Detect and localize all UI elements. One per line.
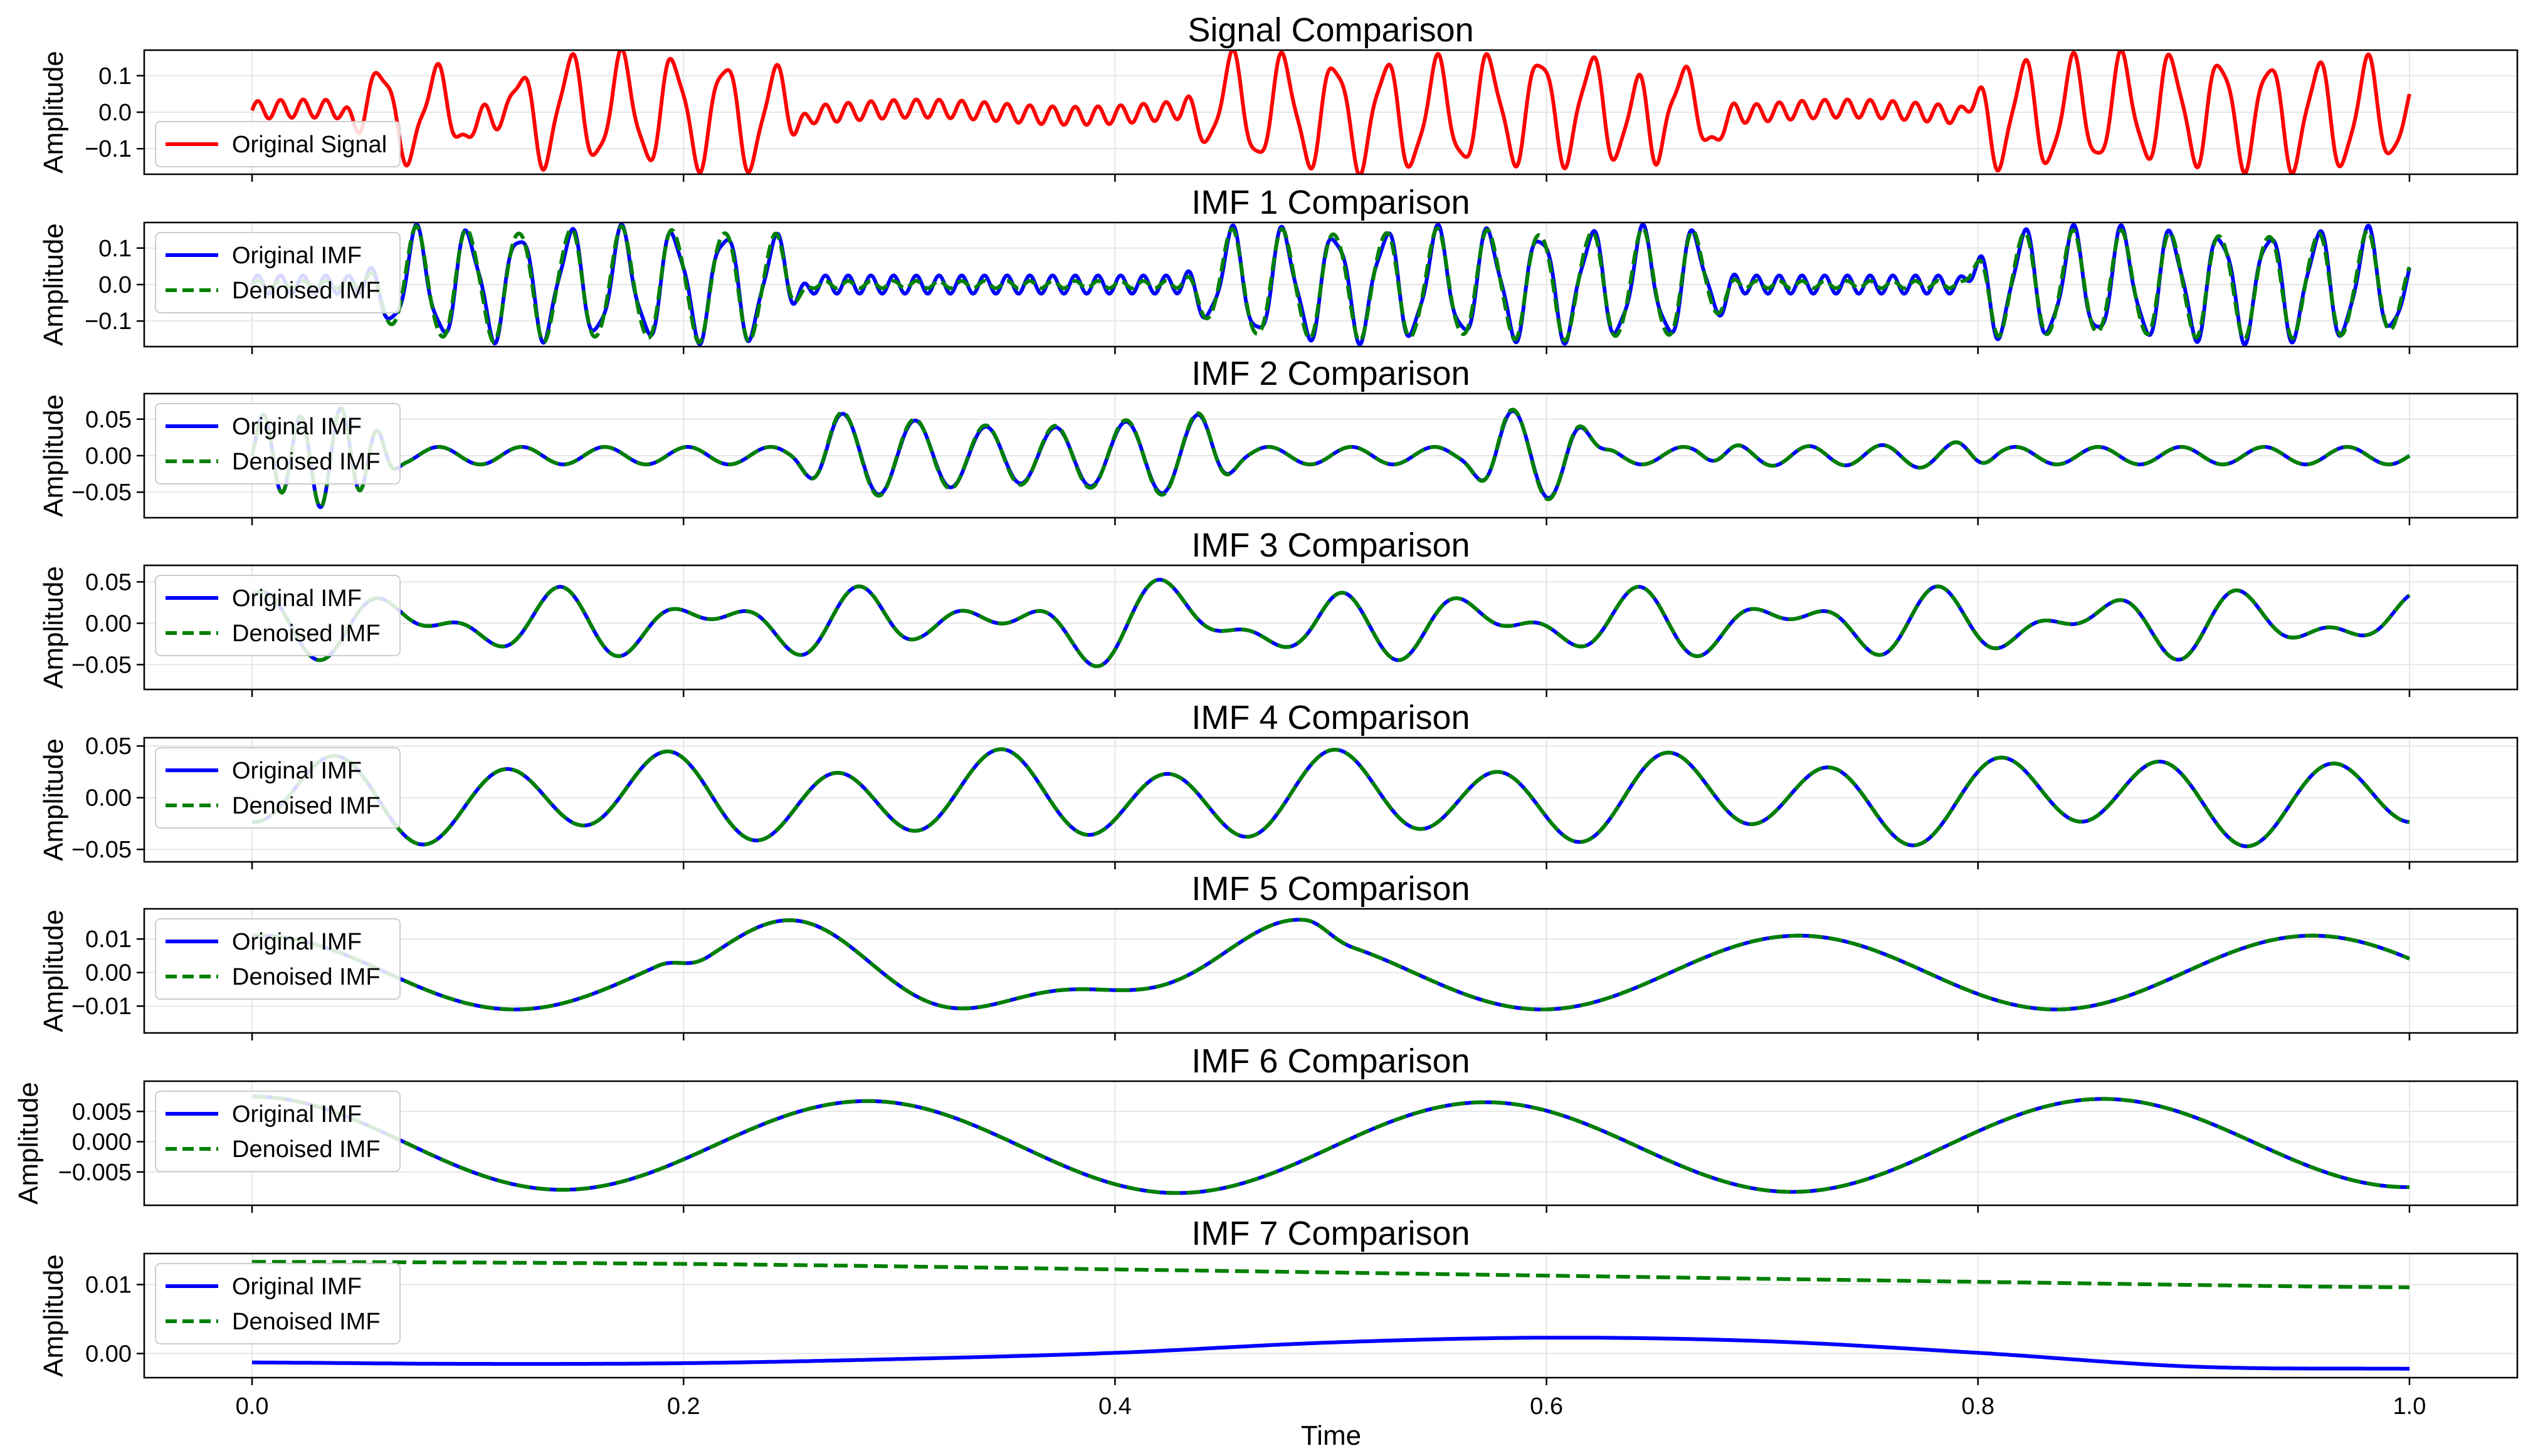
legend-box [155,1091,401,1172]
x-tick-label: 0.6 [1530,1393,1563,1420]
subplot-title: IMF 1 Comparison [1191,184,1470,221]
legend-label: Original IMF [232,758,362,784]
series-line-denoised-imf [252,1260,2409,1289]
subplot-title: IMF 2 Comparison [1191,355,1470,392]
y-tick-label: 0.01 [85,1272,132,1299]
subplot-3: 0.05 0.00 −0.05 IMF 2 Comparison Amplitude Or… [38,355,2519,525]
subplot-4: 0.05 0.00 −0.05 IMF 3 Comparison Amplitude Or… [38,526,2519,697]
subplot-5: 0.05 0.00 −0.05 IMF 4 Comparison Amplitude Or… [38,699,2519,869]
subplot-title: IMF 5 Comparison [1191,870,1470,908]
x-tick-label: 0.4 [1098,1393,1132,1420]
series-line-denoised-imf [251,747,2411,849]
legend-box [155,918,401,1000]
legend-label: Original IMF [232,1274,362,1300]
subplot-8: 0.01 0.00 0.0 0.2 0.4 0.6 0.8 1.0 IMF 7 Comparis… [38,1215,2519,1420]
y-tick-label: 0.0 [98,100,132,126]
y-tick-label: 0.00 [85,443,132,469]
y-tick-label: 0.000 [72,1129,132,1156]
subplot-stack: 0.1 0.0 −0.1 Signal Comparison Amplitude Orig… [13,11,2519,1420]
axes-frame [143,908,2519,1034]
legend-label: Original Signal [232,132,387,158]
series-line-denoised-imf [251,577,2411,668]
y-tick-label: 0.01 [85,926,132,953]
axes-frame [143,564,2519,691]
y-tick-label: −0.1 [85,136,132,162]
subplot-6: 0.01 0.00 −0.01 IMF 5 Comparison Amplitude Or… [38,870,2519,1040]
y-tick-label: 0.005 [72,1099,132,1125]
legend-box [155,403,401,484]
y-tick-label: −0.05 [71,652,132,678]
subplot-2: 0.1 0.0 −0.1 IMF 1 Comparison Amplitude Origi… [38,184,2519,354]
axes-frame [143,1080,2519,1207]
y-tick-label: 0.0 [98,272,132,298]
legend-box [155,121,401,167]
y-tick-label: −0.01 [71,993,132,1020]
series-line-original-imf [252,1336,2409,1371]
series-line-denoised-imf [250,406,2411,510]
legend-label: Original IMF [232,414,362,440]
y-tick-label: 0.00 [85,960,132,987]
legend-label: Original IMF [232,1101,362,1128]
subplot-title: IMF 3 Comparison [1191,526,1470,564]
legend-label: Denoised IMF [232,1309,381,1335]
x-tick-label: 0.0 [236,1393,269,1420]
y-tick-label: −0.1 [85,308,132,335]
y-axis-label: Amplitude [38,909,69,1032]
legend-label: Original IMF [232,929,362,955]
legend-label: Original IMF [232,585,362,612]
legend-label: Denoised IMF [232,964,381,990]
y-tick-label: 0.1 [98,236,132,262]
legend-box [155,232,401,313]
legend-label: Denoised IMF [232,793,381,819]
x-tick-label: 1.0 [2393,1393,2426,1420]
x-tick-label: 0.2 [667,1393,700,1420]
legend-label: Denoised IMF [232,278,381,304]
subplot-title: IMF 7 Comparison [1191,1215,1470,1252]
x-tick-label: 0.8 [1961,1393,1994,1420]
y-axis-label: Amplitude [38,223,69,346]
y-tick-label: 0.05 [85,407,132,433]
axes-frame [143,1252,2519,1379]
x-axis-label: Time [1301,1420,1361,1451]
legend-box [155,747,401,829]
y-tick-label: 0.05 [85,569,132,595]
y-axis-label: Amplitude [38,566,69,689]
y-tick-label: 0.00 [85,610,132,637]
series-line-original-signal [250,50,2411,174]
y-axis-label: Amplitude [38,51,69,174]
subplot-1: 0.1 0.0 −0.1 Signal Comparison Amplitude Orig… [38,11,2519,182]
y-tick-label: 0.00 [85,785,132,812]
legend-label: Denoised IMF [232,1136,381,1163]
y-tick-label: −0.05 [71,837,132,863]
y-axis-label: Amplitude [38,738,69,861]
legend-box [155,575,401,656]
y-tick-label: −0.005 [58,1160,132,1186]
y-tick-label: −0.05 [71,479,132,506]
series-line-denoised-imf [251,918,2411,1012]
y-axis-label: Amplitude [13,1082,44,1205]
y-tick-label: 0.1 [98,63,132,90]
y-tick-label: 0.00 [85,1341,132,1368]
series-line-denoised-imf [251,1094,2411,1195]
legend-label: Denoised IMF [232,621,381,647]
y-tick-label: 0.05 [85,733,132,760]
subplot-title: Signal Comparison [1188,11,1473,49]
subplot-title: IMF 6 Comparison [1191,1042,1470,1080]
legend-label: Denoised IMF [232,449,381,475]
legend-box [155,1263,401,1344]
legend-label: Original IMF [232,243,362,269]
subplot-title: IMF 4 Comparison [1191,699,1470,736]
y-axis-label: Amplitude [38,394,69,517]
axes-frame [143,736,2519,863]
y-axis-label: Amplitude [38,1254,69,1377]
series-line-denoised-imf [250,224,2411,345]
subplot-7: 0.005 0.000 −0.005 IMF 6 Comparison Amplitud… [13,1042,2519,1213]
